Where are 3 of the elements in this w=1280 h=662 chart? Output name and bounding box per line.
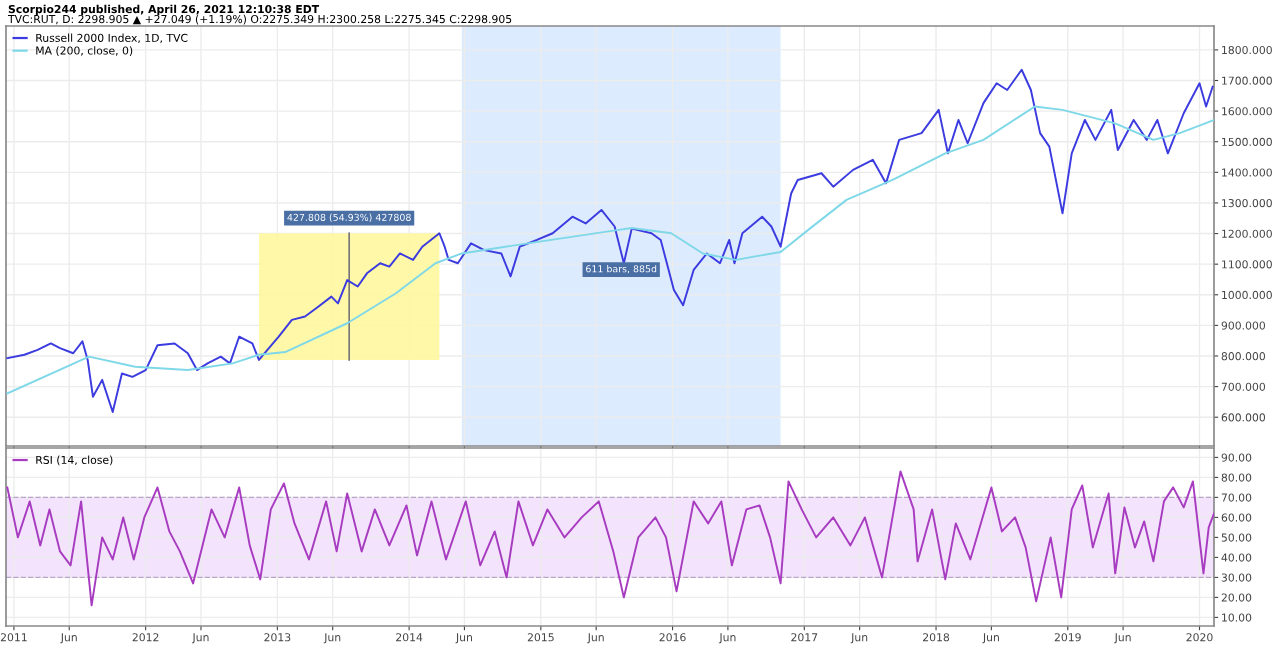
line-series [6, 470, 1214, 607]
line-series [6, 105, 1214, 395]
line-series [6, 68, 1214, 413]
